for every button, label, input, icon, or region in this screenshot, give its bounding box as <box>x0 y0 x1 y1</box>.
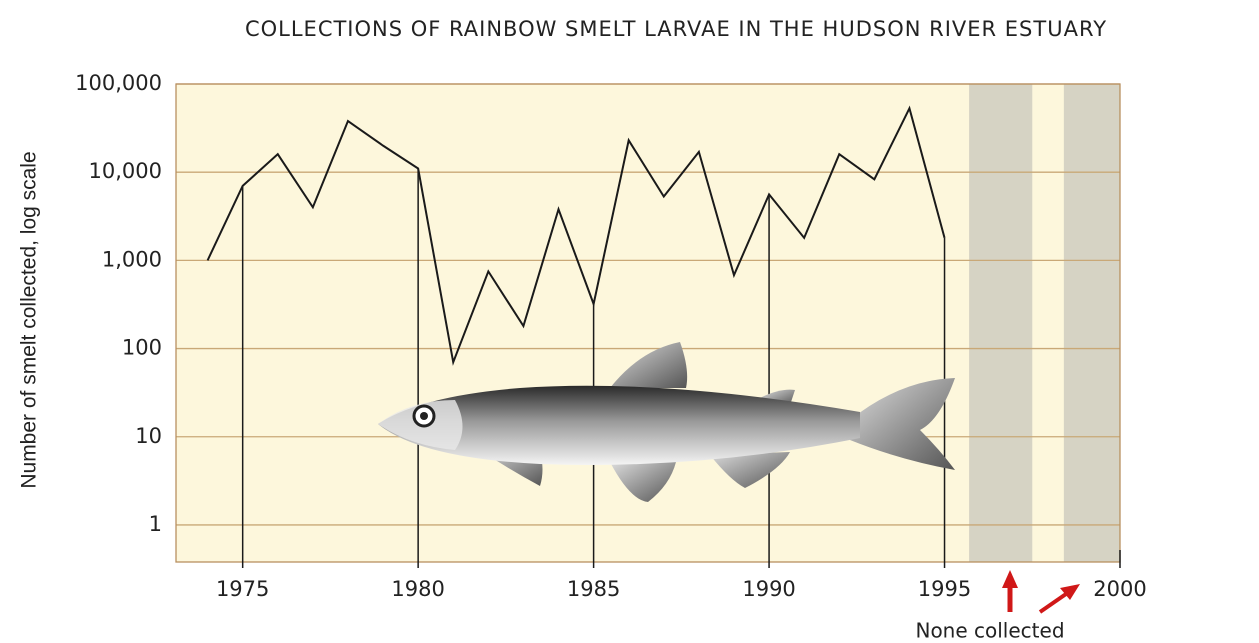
y-tick-label: 100 <box>122 336 162 360</box>
shaded-range <box>1064 84 1120 562</box>
annotation: None collected <box>915 619 1064 643</box>
x-tick-label: 2000 <box>1093 577 1146 601</box>
chart-title: COLLECTIONS OF RAINBOW SMELT LARVAE IN T… <box>245 17 1107 41</box>
shaded-range <box>969 84 1032 562</box>
y-tick-label: 10,000 <box>89 159 162 183</box>
x-tick-label: 1985 <box>567 577 620 601</box>
y-tick-label: 1,000 <box>102 247 162 271</box>
y-axis-label: Number of smelt collected, log scale <box>18 151 41 488</box>
y-tick-label: 100,000 <box>75 71 162 95</box>
x-tick-label: 1995 <box>918 577 971 601</box>
annotation-arrow <box>1002 570 1080 612</box>
y-tick-label: 10 <box>135 424 162 448</box>
y-tick-label: 1 <box>149 512 162 536</box>
x-tick-label: 1980 <box>391 577 444 601</box>
x-tick-label: 1990 <box>742 577 795 601</box>
x-tick-label: 1975 <box>216 577 269 601</box>
chart: COLLECTIONS OF RAINBOW SMELT LARVAE IN T… <box>0 0 1259 643</box>
